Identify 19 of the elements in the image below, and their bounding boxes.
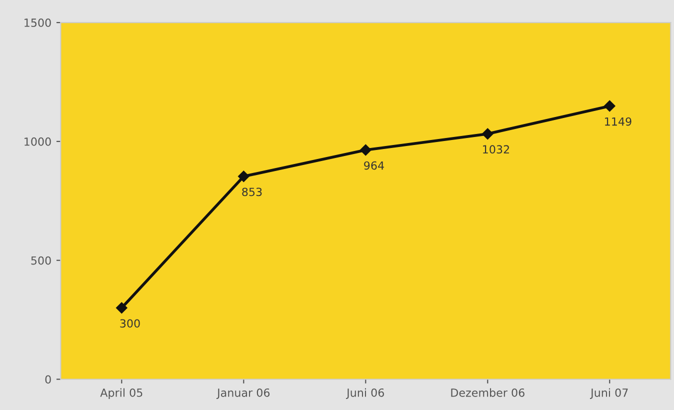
point xyxy=(482,128,494,140)
data-label: 964 xyxy=(364,161,384,170)
y-tick-label: 500 xyxy=(31,256,51,265)
point xyxy=(360,144,372,156)
data-label: 300 xyxy=(120,319,140,328)
x-tick-label: Januar 06 xyxy=(216,388,270,399)
y-tick-label: 1500 xyxy=(24,18,51,27)
x-tick-label: Juni 06 xyxy=(346,388,384,399)
point xyxy=(238,170,250,182)
x-tick-label: Juni 07 xyxy=(590,388,628,399)
data-label: 853 xyxy=(242,188,262,196)
y-tick-label: 1000 xyxy=(24,137,51,146)
x-tick-label: April 05 xyxy=(100,388,142,400)
x-tick-label: Dezember 06 xyxy=(451,388,524,397)
data-label: 1032 xyxy=(483,145,509,154)
point xyxy=(116,302,128,314)
y-tick-label: 0 xyxy=(45,375,51,384)
data-label: 1149 xyxy=(605,117,632,126)
point xyxy=(604,100,616,112)
